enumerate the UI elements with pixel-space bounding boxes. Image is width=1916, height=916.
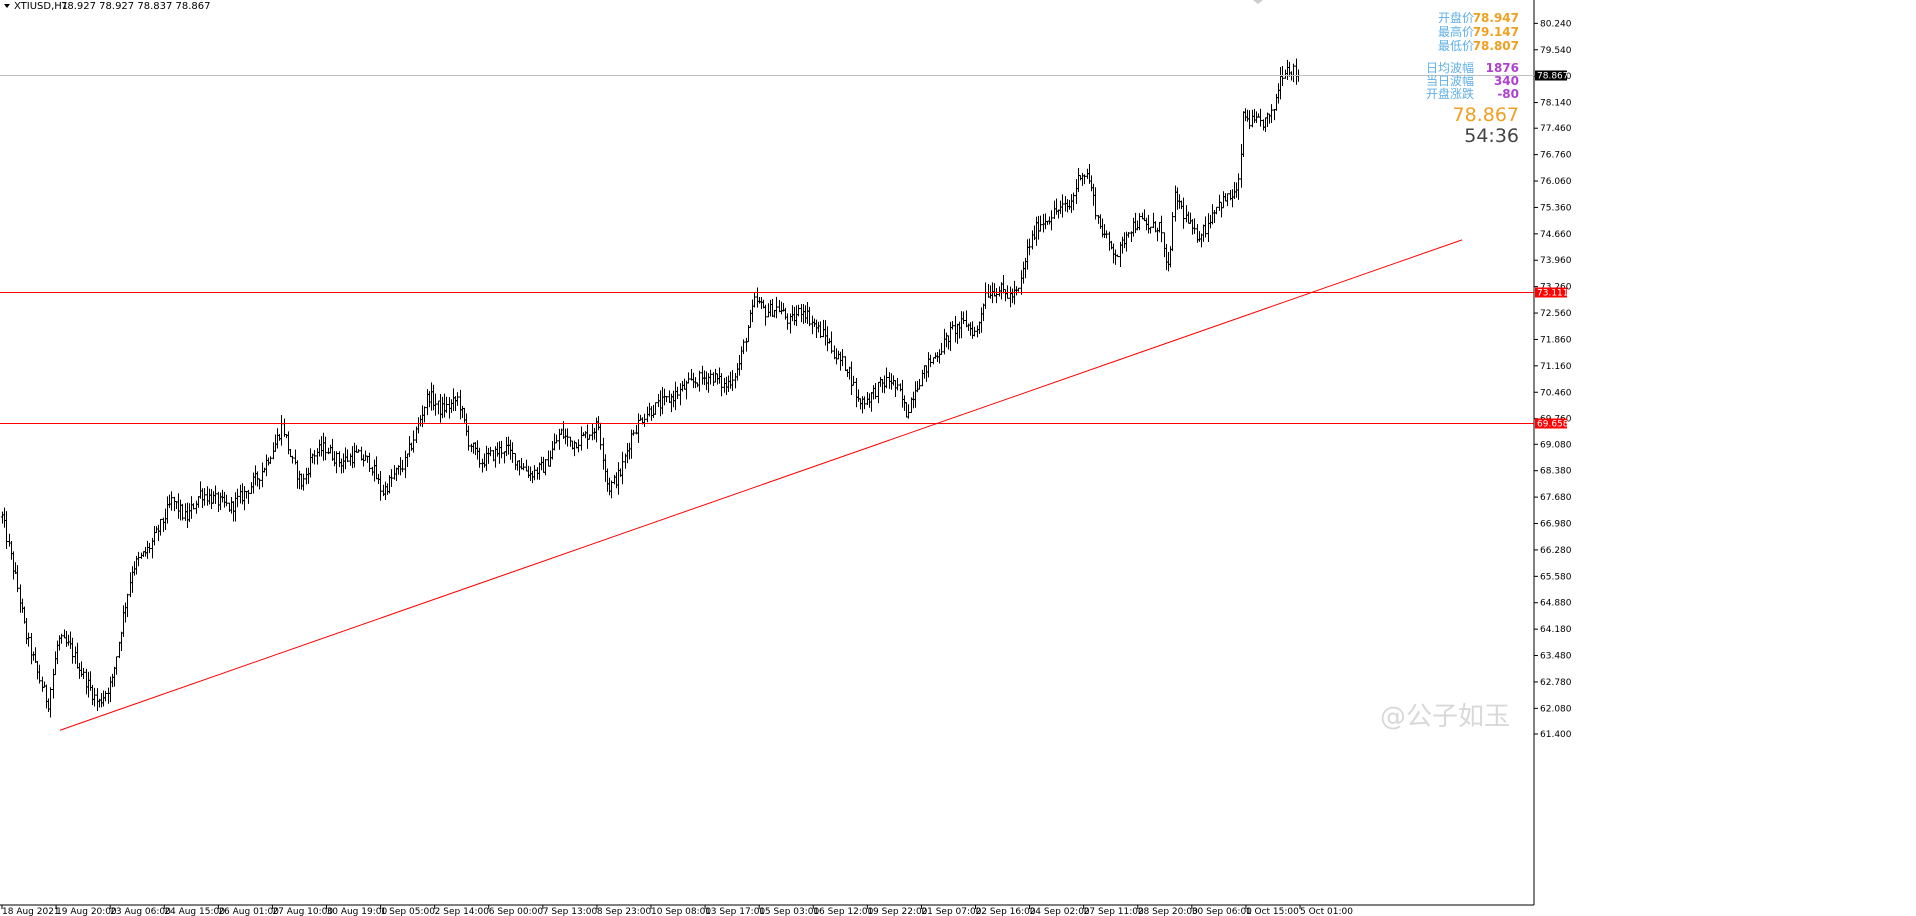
last-price-tag: [1535, 70, 1567, 81]
price-tick-label: 80.240: [1540, 19, 1572, 29]
time-tick-label: 16 Sep 12:00: [813, 907, 873, 916]
price-tick-label: 71.860: [1540, 335, 1572, 345]
time-tick-label: 8 Sep 23:00: [597, 907, 652, 916]
last-price-tag-label: 78.867: [1537, 72, 1569, 82]
time-tick-label: 22 Sep 16:00: [976, 907, 1036, 916]
price-tick-label: 61.400: [1540, 730, 1572, 740]
support-trendline[interactable]: [59, 239, 1463, 731]
watermark-text: @公子如玉: [1380, 702, 1510, 732]
price-tick-label: 69.080: [1540, 440, 1572, 450]
price-tick-label: 70.460: [1540, 388, 1572, 398]
time-tick-label: 24 Sep 02:00: [1030, 907, 1090, 916]
info-value-open-change: -80: [1497, 87, 1519, 101]
info-label-day-range: 当日波幅: [1426, 73, 1474, 88]
time-tick-label: 1 Oct 15:00: [1246, 907, 1299, 916]
time-tick-label: 7 Sep 13:00: [543, 907, 598, 916]
level-price-tag: [1535, 418, 1567, 429]
time-tick-label: 30 Aug 19:00: [327, 907, 388, 916]
info-label-high: 最高价: [1438, 24, 1474, 39]
time-tick-label: 28 Sep 20:00: [1138, 907, 1198, 916]
time-tick-label: 21 Sep 07:00: [921, 907, 981, 916]
time-tick-label: 13 Sep 17:00: [705, 907, 765, 916]
level-price-tag-label: 69.658: [1537, 420, 1569, 430]
ohlc-bars: [1, 58, 1300, 718]
time-tick-label: 27 Sep 11:00: [1084, 907, 1144, 916]
price-tick-label: 72.560: [1540, 309, 1572, 319]
price-tick-label: 76.060: [1540, 177, 1572, 187]
level-price-tag-label: 73.111: [1537, 289, 1569, 299]
info-label-open-change: 开盘涨跌: [1426, 86, 1474, 101]
info-value-day-range: 340: [1494, 74, 1519, 88]
price-tick-label: 64.880: [1540, 599, 1572, 609]
price-tick-label: 62.780: [1540, 678, 1572, 688]
current-price-display: 78.867: [1453, 104, 1519, 126]
time-tick-label: 23 Aug 06:00: [110, 907, 171, 916]
time-tick-label: 5 Oct 01:00: [1300, 907, 1353, 916]
price-tick-label: 67.680: [1540, 493, 1572, 503]
price-tick-label: 75.360: [1540, 203, 1572, 213]
info-label-low: 最低价: [1438, 39, 1474, 53]
info-label-open: 开盘价: [1438, 10, 1474, 25]
one-click-trade-marker-icon: [1253, 0, 1263, 4]
price-tick-label: 71.160: [1540, 362, 1572, 372]
price-tick-label: 65.580: [1540, 572, 1572, 582]
time-tick-label: 26 Aug 01:00: [218, 907, 279, 916]
info-label-avg-range: 日均波幅: [1426, 60, 1474, 75]
info-value-low: 78.807: [1473, 39, 1519, 53]
time-tick-label: 24 Aug 15:00: [164, 907, 225, 916]
price-tick-label: 73.960: [1540, 256, 1572, 266]
info-panel: 开盘价 78.947 最高价 79.147 最低价 78.807 日均波幅 18…: [1426, 10, 1519, 147]
price-tick-label: 66.280: [1540, 546, 1572, 556]
time-tick-label: 10 Sep 08:00: [651, 907, 711, 916]
price-tick-label: 78.140: [1540, 99, 1572, 109]
price-tick-label: 76.760: [1540, 151, 1572, 161]
price-tick-label: 74.660: [1540, 230, 1572, 240]
price-tick-label: 66.980: [1540, 520, 1572, 530]
info-value-avg-range: 1876: [1486, 61, 1519, 75]
ohlc-values: 78.927 78.927 78.837 78.867: [61, 1, 211, 12]
time-tick-label: 27 Aug 10:00: [272, 907, 333, 916]
price-tick-label: 62.080: [1540, 704, 1572, 714]
info-value-open: 78.947: [1473, 11, 1519, 25]
time-tick-label: 19 Sep 22:00: [867, 907, 927, 916]
symbol-label: XTIUSD,H1: [14, 1, 68, 12]
price-axis-ticks: 80.24079.54078.84078.14077.46076.76076.0…: [1534, 19, 1572, 740]
time-tick-label: 6 Sep 00:00: [489, 907, 544, 916]
time-tick-label: 19 Aug 20:00: [56, 907, 117, 916]
level-price-tag: [1535, 287, 1567, 298]
price-tick-label: 68.380: [1540, 467, 1572, 477]
bar-countdown: 54:36: [1464, 125, 1519, 147]
price-tick-label: 79.540: [1540, 46, 1572, 56]
time-tick-label: 18 Aug 2021: [2, 907, 60, 916]
horizontal-levels[interactable]: 73.111 69.658: [0, 287, 1569, 430]
time-tick-label: 30 Sep 06:00: [1192, 907, 1252, 916]
chart-menu-arrow-icon[interactable]: [4, 4, 10, 8]
price-tick-label: 77.460: [1540, 124, 1572, 134]
price-tick-label: 64.180: [1540, 625, 1572, 635]
info-value-high: 79.147: [1473, 25, 1519, 39]
time-tick-label: 1 Sep 05:00: [381, 907, 436, 916]
time-tick-label: 2 Sep 14:00: [435, 907, 490, 916]
price-tick-label: 63.480: [1540, 652, 1572, 662]
last-price-marker: 78.867: [0, 70, 1569, 82]
time-tick-label: 15 Sep 03:00: [759, 907, 819, 916]
